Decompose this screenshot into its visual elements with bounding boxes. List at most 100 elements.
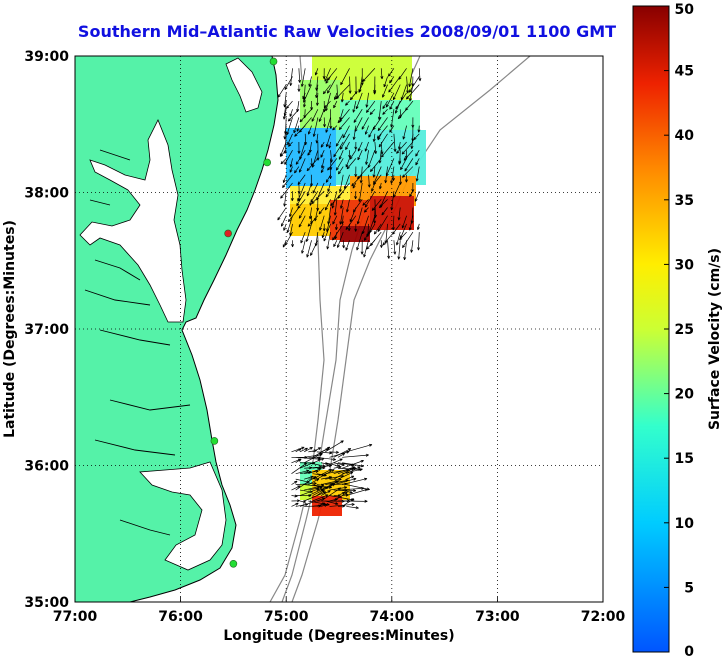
velocity-arrow bbox=[301, 240, 306, 254]
velocity-arrow bbox=[397, 109, 407, 120]
velocity-arrow bbox=[362, 199, 369, 206]
velocity-arrow bbox=[349, 92, 357, 101]
velocity-arrow bbox=[319, 215, 325, 231]
velocity-arrow bbox=[326, 68, 338, 81]
velocity-arrow bbox=[296, 100, 300, 113]
velocity-arrow bbox=[361, 117, 369, 130]
velocity-arrow bbox=[289, 223, 293, 236]
velocity-arrow bbox=[360, 68, 364, 86]
velocity-arrow bbox=[298, 68, 302, 83]
velocity-arrow bbox=[333, 477, 357, 485]
velocity-arrow bbox=[345, 141, 350, 150]
velocity-arrow bbox=[337, 452, 346, 458]
velocity-arrow bbox=[299, 447, 308, 453]
velocity-arrow bbox=[286, 215, 293, 233]
velocity-arrow bbox=[338, 166, 344, 175]
velocity-arrow bbox=[288, 141, 293, 147]
velocity-arrow bbox=[329, 450, 339, 454]
colorbar-tick-label: 15 bbox=[675, 451, 694, 467]
velocity-arrow bbox=[373, 223, 382, 235]
velocity-arrow bbox=[297, 84, 301, 92]
velocity-arrow bbox=[397, 141, 401, 150]
chart-title: Southern Mid–Atlantic Raw Velocities 200… bbox=[77, 22, 617, 41]
velocity-arrow bbox=[342, 489, 353, 494]
colorbar-tick-label: 30 bbox=[675, 257, 695, 273]
velocity-arrow bbox=[330, 190, 344, 206]
velocity-arrow bbox=[333, 240, 338, 248]
velocity-arrow bbox=[329, 486, 348, 491]
velocity-arrow bbox=[303, 100, 306, 108]
velocity-arrow bbox=[325, 174, 331, 183]
y-tick-label: 39:00 bbox=[24, 49, 69, 65]
velocity-arrow bbox=[280, 182, 293, 199]
velocity-arrow bbox=[403, 240, 407, 261]
velocity-arrow bbox=[354, 76, 358, 95]
velocity-arrow bbox=[331, 191, 338, 209]
velocity-arrow bbox=[310, 101, 314, 111]
velocity-arrow bbox=[351, 174, 363, 187]
velocity-arrow bbox=[341, 215, 345, 225]
velocity-arrow bbox=[291, 480, 298, 485]
colorbar-tick-label: 50 bbox=[675, 2, 695, 18]
velocity-arrow bbox=[280, 158, 287, 165]
velocity-arrow bbox=[312, 182, 319, 194]
velocity-arrow bbox=[400, 84, 407, 101]
velocity-arrow bbox=[307, 125, 312, 135]
velocity-arrow bbox=[405, 84, 420, 100]
colorbar-tick-label: 40 bbox=[675, 128, 695, 144]
velocity-arrow bbox=[321, 231, 325, 239]
velocity-arrow bbox=[354, 166, 358, 178]
station-marker bbox=[269, 57, 278, 66]
velocity-arrow bbox=[295, 481, 317, 485]
velocity-arrow bbox=[315, 84, 319, 99]
velocity-arrow bbox=[391, 215, 395, 231]
velocity-arrow bbox=[287, 207, 300, 223]
velocity-arrow bbox=[346, 466, 361, 475]
velocity-arrow bbox=[289, 166, 293, 173]
velocity-arrow bbox=[352, 125, 357, 140]
velocity-arrow bbox=[379, 190, 388, 208]
velocity-arrow bbox=[354, 117, 363, 132]
velocity-arrow bbox=[405, 100, 414, 111]
velocity-arrow bbox=[408, 68, 414, 87]
velocity-arrow bbox=[357, 141, 363, 152]
colorbar-label: Surface Velocity (cm/s) bbox=[707, 248, 723, 430]
velocity-arrow bbox=[373, 166, 382, 185]
velocity-arrow bbox=[295, 469, 310, 475]
velocity-arrow bbox=[369, 231, 382, 247]
y-axis-label: Latitude (Degrees:Minutes) bbox=[2, 220, 18, 438]
velocity-arrow bbox=[393, 133, 397, 152]
velocity-arrow bbox=[291, 499, 301, 503]
velocity-arrow bbox=[322, 117, 326, 128]
velocity-arrow bbox=[315, 76, 319, 91]
velocity-arrow bbox=[325, 440, 344, 453]
velocity-arrow bbox=[335, 158, 344, 171]
velocity-arrow bbox=[338, 174, 344, 193]
velocity-arrow bbox=[326, 232, 331, 250]
velocity-arrow bbox=[385, 158, 395, 177]
x-tick-labels: 77:00 76:00 75:00 74:00 73:00 72:00 bbox=[53, 609, 626, 625]
velocity-arrow bbox=[283, 223, 287, 231]
velocity-arrow bbox=[325, 500, 339, 505]
rivers bbox=[84, 149, 191, 536]
velocity-arrow bbox=[349, 149, 357, 160]
velocity-arrow bbox=[293, 117, 300, 134]
x-tick-label: 77:00 bbox=[53, 609, 98, 625]
velocity-arrow bbox=[320, 166, 325, 174]
x-tick-label: 76:00 bbox=[158, 609, 203, 625]
velocity-arrow bbox=[339, 109, 350, 123]
velocity-arrow bbox=[346, 506, 359, 510]
velocity-arrow bbox=[342, 499, 368, 503]
velocity-arrow bbox=[372, 117, 382, 131]
velocity-arrow bbox=[355, 92, 363, 110]
velocity-arrow bbox=[358, 76, 363, 93]
velocity-arrow bbox=[369, 158, 382, 173]
velocity-arrow bbox=[342, 240, 346, 249]
velocity-arrow bbox=[411, 182, 415, 193]
velocity-arrow bbox=[295, 478, 310, 484]
plot-frame bbox=[74, 55, 604, 603]
velocity-arrow bbox=[320, 141, 325, 148]
velocity-arrow bbox=[342, 468, 363, 475]
velocity-arrow bbox=[298, 158, 306, 173]
velocity-arrow bbox=[398, 174, 402, 185]
